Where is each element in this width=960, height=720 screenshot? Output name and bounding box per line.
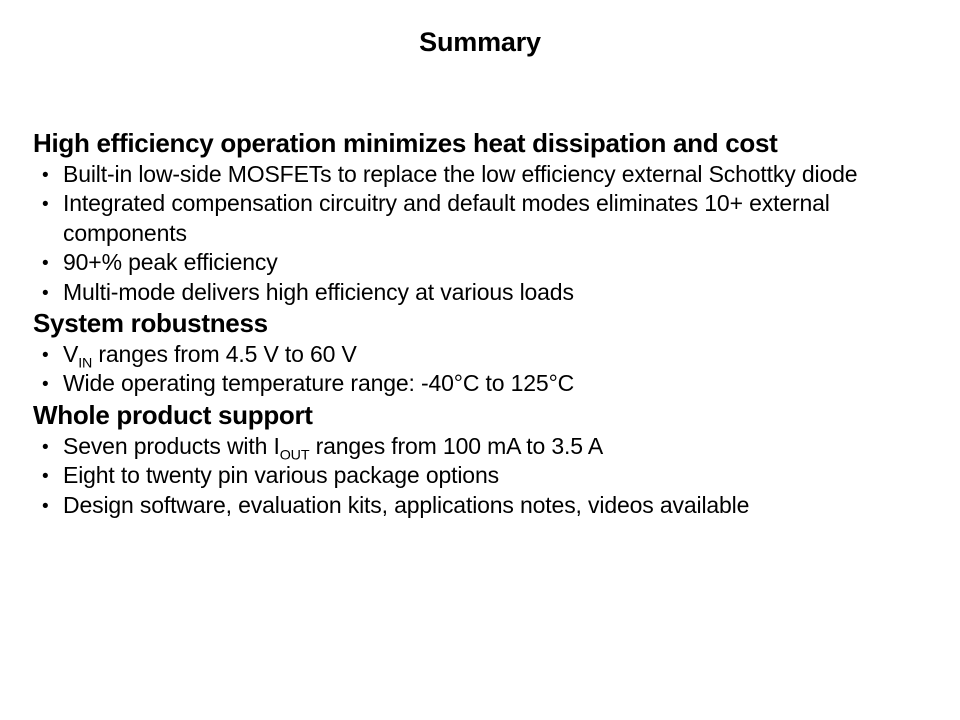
bullet-text: Eight to twenty pin various package opti…	[63, 462, 499, 489]
bullet-text: Integrated compensation circuitry and de…	[63, 190, 830, 246]
bullet-icon: •	[42, 282, 49, 304]
bullet-text: Built-in low-side MOSFETs to replace the…	[63, 161, 858, 187]
bullet-icon: •	[42, 194, 49, 216]
bullet-item: • Design software, evaluation kits, appl…	[33, 491, 923, 520]
bullet-text-post: ranges from 4.5 V to 60 V	[92, 341, 357, 368]
bullet-item: • Wide operating temperature range: -40°…	[33, 369, 923, 398]
slide-content: High efficiency operation minimizes heat…	[33, 127, 928, 520]
bullet-text: Seven products with IOUT ranges from 100…	[63, 432, 604, 463]
section-high-efficiency: High efficiency operation minimizes heat…	[33, 127, 928, 307]
section-heading: System robustness	[33, 308, 268, 339]
bullet-icon: •	[42, 466, 49, 488]
subscript-label: IN	[78, 355, 93, 372]
bullet-icon: •	[42, 253, 49, 275]
bullet-item: • Multi-mode delivers high efficiency at…	[33, 278, 923, 307]
bullet-text-pre: Seven products with I	[63, 432, 280, 459]
bullet-item: • Built-in low-side MOSFETs to replace t…	[33, 160, 923, 189]
bullet-icon: •	[42, 495, 49, 517]
bullet-text: Design software, evaluation kits, applic…	[63, 491, 750, 518]
bullet-item: • Eight to twenty pin various package op…	[33, 461, 923, 490]
bullet-icon: •	[42, 345, 49, 367]
bullet-text-post: ranges from 100 mA to 3.5 A	[309, 432, 604, 459]
bullet-text: VIN ranges from 4.5 V to 60 V	[63, 341, 357, 371]
slide-title: Summary	[419, 27, 541, 57]
section-whole-product-support: Whole product support • Seven products w…	[33, 399, 928, 520]
bullet-text: Multi-mode delivers high efficiency at v…	[63, 278, 574, 305]
bullet-item: • Integrated compensation circuitry and …	[33, 189, 923, 248]
bullet-item: • 90+% peak efficiency	[33, 248, 923, 277]
section-heading: Whole product support	[33, 399, 313, 430]
section-system-robustness: System robustness • VIN ranges from 4.5 …	[33, 307, 928, 399]
subscript-label: OUT	[279, 447, 310, 464]
bullet-text: 90+% peak efficiency	[63, 249, 278, 276]
bullet-text: Wide operating temperature range: -40°C …	[63, 370, 575, 397]
section-heading: High efficiency operation minimizes heat…	[33, 128, 778, 158]
bullet-item: • VIN ranges from 4.5 V to 60 V	[33, 340, 923, 371]
bullet-icon: •	[42, 165, 49, 186]
bullet-item: • Seven products with IOUT ranges from 1…	[33, 432, 923, 463]
bullet-icon: •	[42, 436, 49, 458]
bullet-icon: •	[42, 374, 49, 396]
bullet-text-pre: V	[63, 341, 79, 368]
